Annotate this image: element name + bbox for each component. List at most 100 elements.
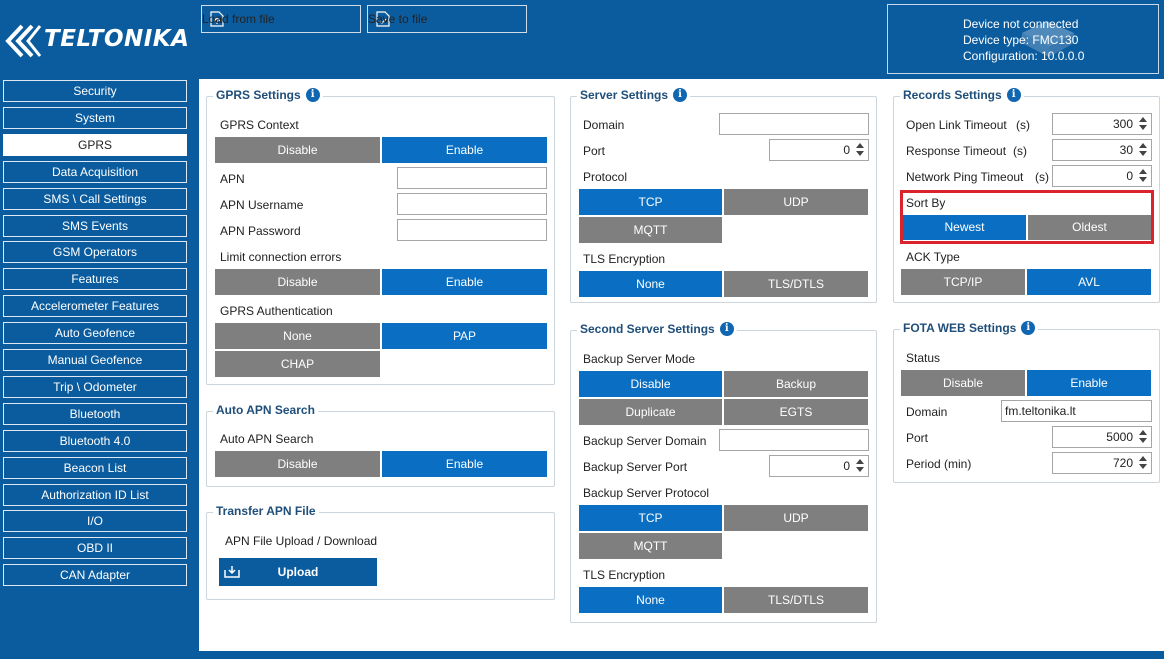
response-timeout-value: 30 <box>1119 143 1133 157</box>
device-status-text: Device not connected <box>963 17 1079 31</box>
backup-mode-egts-button[interactable]: EGTS <box>724 399 868 425</box>
sidebar-item-authorization-id-list[interactable]: Authorization ID List <box>3 484 187 506</box>
records-settings-title: Records Settings <box>903 88 1002 102</box>
apn-username-input[interactable] <box>397 193 547 215</box>
save-to-file-button[interactable]: Save to file <box>367 5 527 33</box>
server-settings-title: Server Settings <box>580 88 669 102</box>
server-protocol-tcp-button[interactable]: TCP <box>579 189 722 215</box>
gprs-context-disable-button[interactable]: Disable <box>215 137 380 163</box>
sidebar-item-gprs[interactable]: GPRS <box>3 134 187 156</box>
load-file-icon <box>210 11 224 27</box>
open-link-timeout-input[interactable]: 300 <box>1052 113 1152 135</box>
apn-password-input[interactable] <box>397 219 547 241</box>
limit-errors-disable-button[interactable]: Disable <box>215 269 380 295</box>
network-ping-timeout-value: 0 <box>1126 169 1133 183</box>
fota-period-input[interactable]: 720 <box>1052 452 1152 474</box>
auto-apn-disable-button[interactable]: Disable <box>215 451 380 477</box>
sidebar-item-beacon-list[interactable]: Beacon List <box>3 457 187 479</box>
sidebar-item-trip-odometer[interactable]: Trip \ Odometer <box>3 376 187 398</box>
backup-server-port-input[interactable]: 0 <box>769 455 869 477</box>
gprs-settings-title: GPRS Settings <box>216 88 301 102</box>
backup-protocol-mqtt-button[interactable]: MQTT <box>579 533 722 559</box>
sidebar-item-auto-geofence[interactable]: Auto Geofence <box>3 322 187 344</box>
sidebar-item-bluetooth-4-0[interactable]: Bluetooth 4.0 <box>3 430 187 452</box>
spin-arrows-icon[interactable] <box>1137 168 1149 184</box>
server-port-input[interactable]: 0 <box>769 139 869 161</box>
server-port-value: 0 <box>843 143 850 157</box>
server-protocol-udp-button[interactable]: UDP <box>724 189 868 215</box>
apn-username-label: APN Username <box>220 198 304 212</box>
server-protocol-mqtt-button[interactable]: MQTT <box>579 217 722 243</box>
auto-apn-search-group: Auto APN Search Auto APN Search Disable … <box>206 403 555 487</box>
transfer-apn-file-group: Transfer APN File APN File Upload / Down… <box>206 504 555 600</box>
backup-server-domain-input[interactable] <box>719 429 869 451</box>
backup-tls-dtls-button[interactable]: TLS/DTLS <box>724 587 868 613</box>
backup-mode-disable-button[interactable]: Disable <box>579 371 722 397</box>
auth-none-button[interactable]: None <box>215 323 380 349</box>
spin-arrows-icon[interactable] <box>1137 455 1149 471</box>
auto-apn-search-label: Auto APN Search <box>220 432 314 446</box>
limit-errors-enable-button[interactable]: Enable <box>382 269 547 295</box>
sidebar-item-bluetooth[interactable]: Bluetooth <box>3 403 187 425</box>
info-icon[interactable]: i <box>673 88 688 102</box>
ack-tcpip-button[interactable]: TCP/IP <box>901 269 1025 295</box>
fota-status-disable-button[interactable]: Disable <box>901 370 1025 396</box>
backup-protocol-udp-button[interactable]: UDP <box>724 505 868 531</box>
sidebar-item-security[interactable]: Security <box>3 80 187 102</box>
sidebar-item-sms-call-settings[interactable]: SMS \ Call Settings <box>3 188 187 210</box>
sort-oldest-button[interactable]: Oldest <box>1028 215 1151 240</box>
spin-arrows-icon[interactable] <box>1137 116 1149 132</box>
sidebar-item-features[interactable]: Features <box>3 268 187 290</box>
spin-arrows-icon[interactable] <box>854 142 866 158</box>
info-icon[interactable]: i <box>1006 88 1021 102</box>
teltonika-chevron-icon <box>5 24 42 58</box>
open-link-timeout-value: 300 <box>1112 117 1133 131</box>
backup-protocol-tcp-button[interactable]: TCP <box>579 505 722 531</box>
records-settings-group: Records Settings i Open Link Timeout (s) … <box>893 88 1160 303</box>
server-tls-none-button[interactable]: None <box>579 271 722 297</box>
fota-status-enable-button[interactable]: Enable <box>1027 370 1151 396</box>
horizontal-scrollbar[interactable] <box>199 651 1156 659</box>
auth-pap-button[interactable]: PAP <box>382 323 547 349</box>
ack-avl-button[interactable]: AVL <box>1027 269 1151 295</box>
gprs-context-enable-button[interactable]: Enable <box>382 137 547 163</box>
response-timeout-input[interactable]: 30 <box>1052 139 1152 161</box>
sort-by-label: Sort By <box>906 196 946 210</box>
info-icon[interactable]: i <box>1021 321 1036 335</box>
info-icon[interactable]: i <box>305 88 320 102</box>
spin-arrows-icon[interactable] <box>1137 142 1149 158</box>
fota-port-input[interactable]: 5000 <box>1052 426 1152 448</box>
sidebar-item-i-o[interactable]: I/O <box>3 510 187 532</box>
apn-input[interactable] <box>397 167 547 189</box>
spin-arrows-icon[interactable] <box>854 458 866 474</box>
spin-arrows-icon[interactable] <box>1137 429 1149 445</box>
auto-apn-enable-button[interactable]: Enable <box>382 451 547 477</box>
server-tls-dtls-button[interactable]: TLS/DTLS <box>724 271 868 297</box>
server-domain-input[interactable] <box>719 113 869 135</box>
apn-label: APN <box>220 172 245 186</box>
upload-button[interactable]: Upload <box>219 558 377 586</box>
fota-period-label: Period (min) <box>906 457 972 471</box>
sidebar-item-gsm-operators[interactable]: GSM Operators <box>3 241 187 263</box>
sidebar-item-data-acquisition[interactable]: Data Acquisition <box>3 161 187 183</box>
network-ping-timeout-label: Network Ping Timeout <box>906 170 1024 184</box>
sidebar-item-sms-events[interactable]: SMS Events <box>3 215 187 237</box>
auth-chap-button[interactable]: CHAP <box>215 351 380 377</box>
backup-mode-duplicate-button[interactable]: Duplicate <box>579 399 722 425</box>
sort-newest-button[interactable]: Newest <box>903 215 1026 240</box>
open-link-timeout-unit: (s) <box>1016 118 1030 132</box>
sidebar-item-system[interactable]: System <box>3 107 187 129</box>
load-from-file-button[interactable]: Load from file <box>201 5 361 33</box>
sidebar-item-obd-ii[interactable]: OBD II <box>3 537 187 559</box>
apn-password-label: APN Password <box>220 224 301 238</box>
backup-tls-none-button[interactable]: None <box>579 587 722 613</box>
sidebar-item-accelerometer-features[interactable]: Accelerometer Features <box>3 295 187 317</box>
info-icon[interactable]: i <box>719 322 734 336</box>
fota-web-settings-title: FOTA WEB Settings <box>903 321 1017 335</box>
backup-mode-backup-button[interactable]: Backup <box>724 371 868 397</box>
sidebar-item-manual-geofence[interactable]: Manual Geofence <box>3 349 187 371</box>
gprs-settings-group: GPRS Settings i GPRS Context Disable Enab… <box>206 88 555 385</box>
sidebar-item-can-adapter[interactable]: CAN Adapter <box>3 564 187 586</box>
fota-domain-input[interactable]: fm.teltonika.lt <box>1001 400 1152 422</box>
network-ping-timeout-input[interactable]: 0 <box>1052 165 1152 187</box>
